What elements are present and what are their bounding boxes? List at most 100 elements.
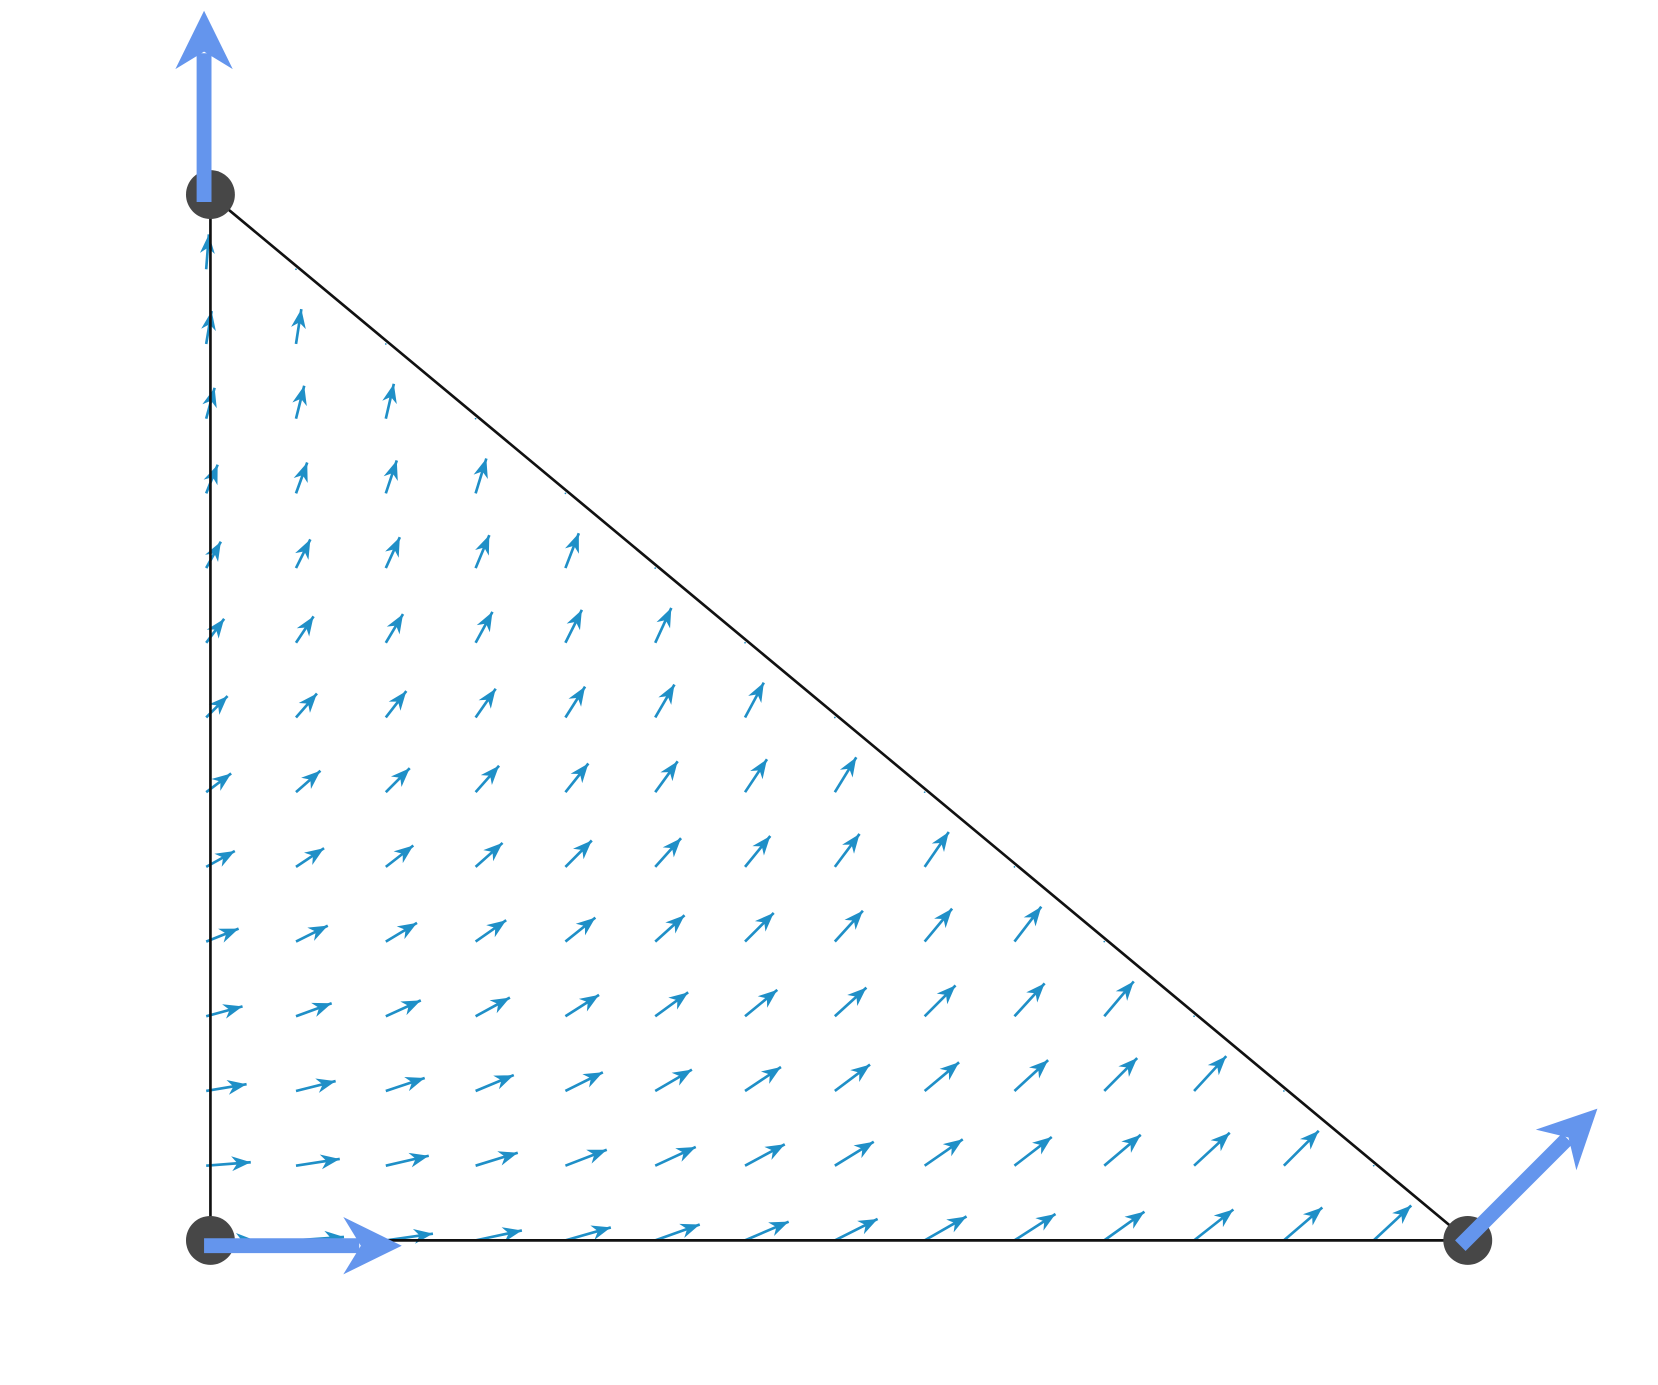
field-arrow-head — [1032, 1136, 1052, 1155]
field-arrow-head — [847, 987, 867, 1006]
field-arrow-head — [1392, 1205, 1412, 1224]
field-arrow-head — [754, 912, 774, 932]
field-arrow-head — [486, 920, 507, 938]
field-arrow-head — [768, 1221, 789, 1237]
field-arrow-head — [668, 992, 689, 1010]
field-arrow-head — [939, 1062, 960, 1081]
field-arrow-head — [578, 994, 600, 1012]
field-dot — [474, 417, 477, 420]
field-arrow-head — [214, 850, 235, 867]
field-arrow-head — [382, 383, 397, 405]
field-arrow-head — [388, 691, 407, 711]
field-arrow-head — [383, 460, 398, 481]
field-arrow-head — [679, 1223, 700, 1238]
field-arrow-head — [942, 1139, 963, 1157]
field-arrow-head — [222, 1004, 243, 1019]
field-arrow-head — [936, 985, 956, 1005]
field-arrow-head — [393, 845, 414, 864]
field-arrow-head — [662, 838, 682, 858]
field-dot — [384, 343, 387, 345]
field-arrow-head — [586, 1149, 607, 1164]
field-arrow-head — [568, 686, 586, 707]
field-arrow-head — [231, 1156, 251, 1172]
field-arrow-head — [293, 462, 308, 484]
field-arrow-head — [1299, 1130, 1319, 1150]
triangle — [209, 191, 1472, 1242]
field-arrow-head — [1124, 1211, 1145, 1229]
vertex-arrow — [1455, 1133, 1573, 1251]
field-arrow-head — [390, 768, 410, 788]
field-dot — [744, 641, 746, 644]
field-arrow-head — [226, 1080, 247, 1095]
field-dot — [1372, 1164, 1375, 1167]
field-arrow-head — [748, 682, 764, 703]
field-arrow-head — [1035, 1214, 1056, 1231]
field-arrow-head — [1029, 1060, 1049, 1079]
field-arrow-head — [218, 928, 239, 943]
field-arrow-head — [675, 1146, 696, 1162]
field-arrow-head — [295, 539, 311, 560]
field-arrow-head — [660, 761, 678, 782]
field-arrow-head — [483, 842, 503, 862]
field-arrow-head — [201, 311, 216, 332]
field-arrow-head — [296, 616, 314, 637]
field-arrow-head — [493, 1075, 514, 1090]
field-arrow-head — [1207, 1056, 1227, 1076]
field-arrow-head — [205, 541, 221, 563]
field-arrow-head — [750, 759, 767, 780]
vertex-arrow-head — [1535, 1108, 1598, 1171]
field-arrow-head — [934, 908, 953, 929]
field-arrow-head — [931, 832, 949, 852]
field-arrow-head — [292, 385, 307, 407]
field-dot — [654, 567, 657, 569]
field-arrow-head — [396, 922, 417, 940]
field-arrow-head — [656, 607, 672, 629]
vector-field — [199, 193, 1465, 1248]
field-arrow-head — [575, 917, 596, 936]
field-arrow-head — [211, 773, 232, 791]
field-arrow-head — [853, 1141, 874, 1159]
field-dot — [1283, 1090, 1285, 1092]
field-arrow-head — [400, 1000, 421, 1016]
field-arrow-head — [1118, 1058, 1138, 1077]
field-arrow-head — [590, 1225, 611, 1240]
field-arrow-head — [408, 1152, 429, 1168]
field-arrow-head — [385, 537, 400, 558]
field-arrow-head — [298, 693, 317, 713]
field-arrow-head — [206, 618, 225, 639]
field-dot — [1103, 940, 1106, 943]
field-dot — [923, 791, 926, 794]
field-arrow-head — [473, 458, 488, 479]
field-arrow-head — [1115, 981, 1134, 1001]
field-dot — [1193, 1015, 1195, 1018]
field-arrow-head — [582, 1072, 603, 1088]
field-arrow-head — [671, 1069, 692, 1086]
field-arrow-head — [1210, 1132, 1230, 1152]
field-arrow-head — [315, 1078, 336, 1093]
field-arrow-head — [404, 1077, 425, 1092]
field-arrow-head — [304, 848, 325, 865]
field-arrow-head — [478, 688, 496, 709]
field-arrow-head — [665, 915, 685, 934]
field-arrow-head — [946, 1216, 967, 1233]
field-arrow-head — [291, 309, 306, 330]
field-arrow-head — [764, 1144, 785, 1160]
field-arrow-head — [386, 614, 404, 635]
field-dot — [295, 268, 297, 271]
field-dot — [1013, 866, 1016, 868]
field-arrow-head — [489, 997, 510, 1014]
field-arrow-head — [1213, 1209, 1234, 1228]
field-dot — [564, 492, 567, 495]
field-dot — [833, 716, 836, 719]
field-arrow-head — [307, 925, 328, 941]
field-arrow-head — [480, 765, 500, 786]
vertex-vectors — [175, 10, 1598, 1275]
field-arrow-head — [573, 840, 592, 860]
field-arrow-head — [319, 1154, 340, 1170]
field-arrow-head — [501, 1227, 522, 1242]
field-arrow-head — [1121, 1134, 1141, 1153]
field-arrow-head — [566, 609, 582, 631]
field-arrow-head — [565, 533, 579, 554]
